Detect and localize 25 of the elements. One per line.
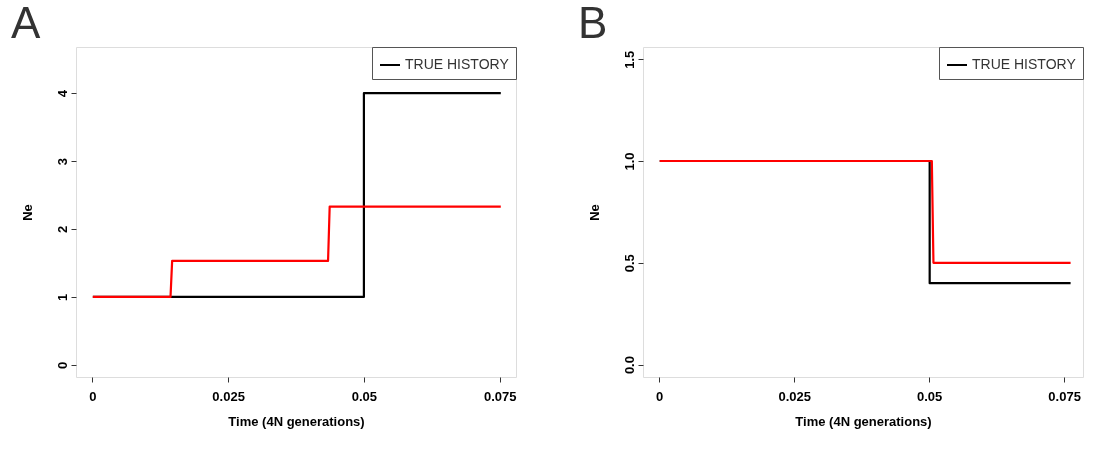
legend-label: TRUE HISTORY: [972, 56, 1077, 72]
chart-title: A: [11, 0, 41, 47]
y-axis-title: Ne: [19, 204, 35, 221]
x-tick-label: 0.05: [916, 388, 943, 404]
chart-title: B: [578, 0, 608, 47]
y-tick-label: 0.0: [621, 356, 637, 375]
y-tick-label: 2: [54, 225, 70, 234]
y-tick-label: 0.5: [621, 254, 637, 273]
y-tick-label: 1.5: [621, 50, 637, 69]
y-tick-label: 3: [54, 157, 70, 166]
y-tick-label: 0: [54, 361, 70, 369]
x-tick-label: 0.075: [1048, 388, 1081, 404]
x-tick-label: 0.025: [212, 388, 245, 404]
x-axis-title: Time (4N generations): [228, 413, 365, 429]
x-tick-label: 0.025: [778, 388, 811, 404]
y-tick-label: 1: [54, 293, 70, 301]
legend-label: TRUE HISTORY: [405, 56, 510, 72]
x-tick-label: 0.075: [483, 388, 517, 404]
x-tick-label: 0.05: [351, 388, 378, 404]
y-tick-label: 4: [54, 89, 70, 98]
y-tick-label: 1.0: [621, 152, 637, 171]
x-tick-label: 0: [89, 388, 97, 404]
x-axis-title: Time (4N generations): [795, 413, 932, 429]
x-tick-label: 0: [656, 388, 664, 404]
y-axis-title: Ne: [586, 204, 602, 221]
